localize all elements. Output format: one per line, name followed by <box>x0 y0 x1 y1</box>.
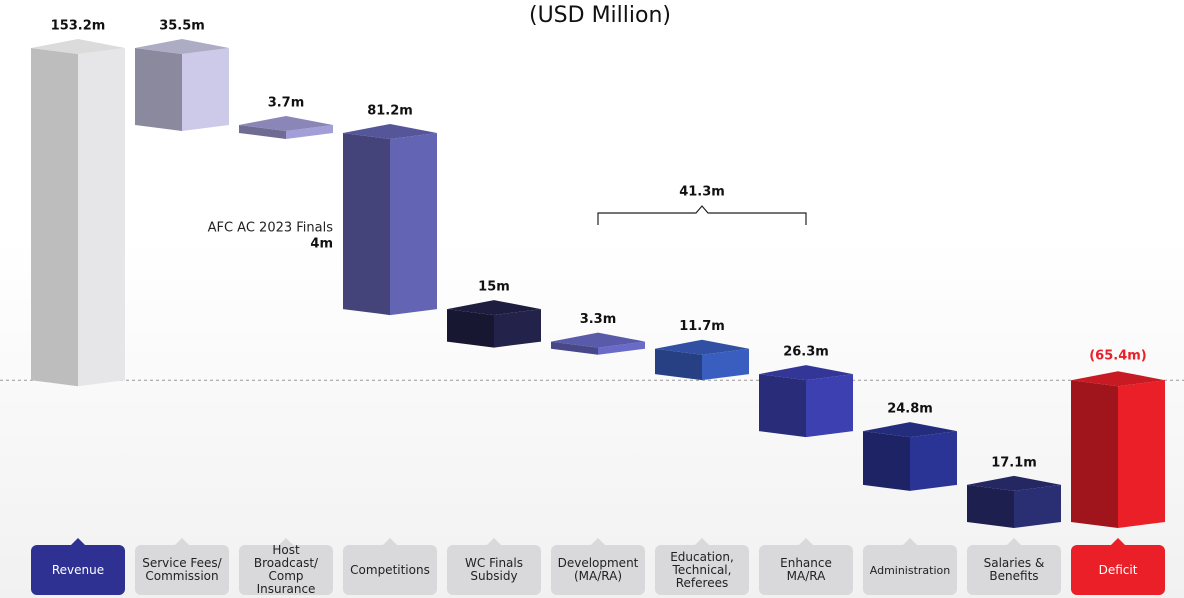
bar-right-face <box>598 341 645 355</box>
category-pointer <box>486 538 502 546</box>
value-label: 24.8m <box>887 402 933 417</box>
category-label: WC Finals Subsidy <box>447 545 541 595</box>
bar-left-face <box>967 484 1014 528</box>
bar-top-face <box>239 115 333 131</box>
bar <box>343 123 437 316</box>
category-pointer <box>1006 538 1022 546</box>
bar-right-face <box>1014 484 1061 528</box>
bar-left-face <box>447 309 494 348</box>
bar-left-face <box>31 48 78 387</box>
bar-left-face <box>655 348 702 381</box>
bar <box>135 39 229 131</box>
bar-left-face <box>1071 380 1118 528</box>
bar-top-face <box>31 39 125 54</box>
bar-left-face <box>759 374 806 438</box>
bar <box>759 365 853 438</box>
bar-right-face <box>494 309 541 348</box>
bar-right-face <box>702 348 749 381</box>
bar <box>655 339 749 381</box>
bar-right-face <box>182 48 229 131</box>
category-label: Revenue <box>31 545 125 595</box>
category-label: Host Broadcast/ Comp Insurance <box>239 544 333 596</box>
annotation: 41.3m <box>679 185 725 200</box>
bracket <box>597 205 807 225</box>
bar <box>447 300 541 348</box>
bar <box>863 422 957 491</box>
category-label: Administration <box>863 545 957 595</box>
bar <box>239 115 333 139</box>
category-pointer <box>174 538 190 546</box>
bar-top-face <box>135 39 229 54</box>
bar-left-face <box>551 341 598 355</box>
annotation-value: 4m <box>310 237 333 252</box>
category-pointer <box>902 538 918 546</box>
category-label: Deficit <box>1071 545 1165 595</box>
bar <box>31 39 125 387</box>
category-label: Service Fees/ Commission <box>135 545 229 595</box>
bar <box>1071 371 1165 528</box>
bar-top-face <box>759 365 853 381</box>
value-label: 26.3m <box>783 345 829 360</box>
bar-left-face <box>239 124 286 139</box>
category-label: Education, Technical, Referees <box>655 545 749 595</box>
bar-top-face <box>343 123 437 139</box>
value-label: 35.5m <box>159 19 205 34</box>
bar-right-face <box>78 48 125 387</box>
value-label: 17.1m <box>991 455 1037 470</box>
value-label: 81.2m <box>367 103 413 118</box>
bar-right-face <box>910 431 957 491</box>
chart-subtitle: (USD Million) <box>529 3 671 28</box>
bar-top-face <box>1071 371 1165 387</box>
annotation: AFC AC 2023 Finals <box>208 221 334 236</box>
bar-right-face <box>286 124 333 139</box>
value-label: (65.4m) <box>1089 349 1147 364</box>
bar <box>967 475 1061 528</box>
bar-top-face <box>655 339 749 355</box>
category-label: Competitions <box>343 545 437 595</box>
category-label: Development (MA/RA) <box>551 545 645 595</box>
value-label: 15m <box>478 280 510 295</box>
value-label: 3.3m <box>580 312 617 327</box>
category-pointer <box>70 538 86 546</box>
bar-top-face <box>447 300 541 316</box>
bar-left-face <box>863 431 910 491</box>
category-pointer <box>694 538 710 546</box>
bar <box>551 332 645 355</box>
bar-right-face <box>390 132 437 316</box>
category-pointer <box>798 538 814 546</box>
bar-right-face <box>1118 380 1165 528</box>
bar-top-face <box>863 422 957 438</box>
category-pointer <box>1110 538 1126 546</box>
category-pointer <box>278 538 294 546</box>
bar-top-face <box>967 475 1061 491</box>
value-label: 11.7m <box>679 319 725 334</box>
category-pointer <box>382 538 398 546</box>
category-pointer <box>590 538 606 546</box>
bar-left-face <box>135 48 182 131</box>
category-label: Salaries & Benefits <box>967 545 1061 595</box>
bar-right-face <box>806 374 853 438</box>
category-label: Enhance MA/RA <box>759 545 853 595</box>
value-label: 153.2m <box>51 19 106 34</box>
value-label: 3.7m <box>268 95 305 110</box>
bar-left-face <box>343 132 390 316</box>
bar-top-face <box>551 332 645 348</box>
